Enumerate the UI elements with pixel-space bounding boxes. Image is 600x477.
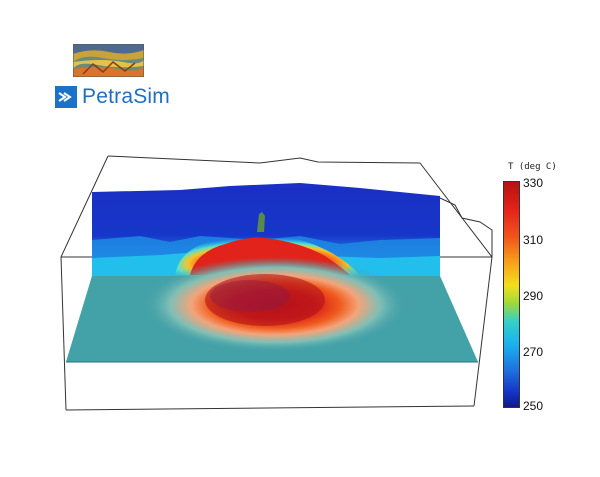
bounding-box-front [60, 256, 493, 411]
geology-thumbnail-icon [73, 44, 144, 77]
colorbar-tick: 330 [523, 176, 544, 190]
brand-logo: PetraSim [55, 86, 170, 108]
colorbar-tick: 290 [523, 289, 544, 303]
petrasim-arrow-icon [55, 86, 77, 108]
temperature-colorbar [503, 181, 520, 408]
floor-section [66, 257, 478, 363]
colorbar-title: T (deg C) [508, 162, 557, 172]
colorbar-tick: 250 [523, 399, 544, 413]
colorbar-tick: 270 [523, 345, 544, 359]
colorbar-tick: 310 [523, 233, 544, 247]
brand-name: PetraSim [82, 85, 170, 108]
